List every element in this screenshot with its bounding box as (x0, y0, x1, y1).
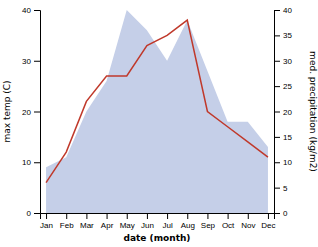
chart: Jan Feb Mar Apr May Jun Jul Aug Sep Oct Nov Dec 0 10 2… (0, 0, 318, 247)
tick-mark (34, 213, 40, 214)
y2-axis: 0 5 10 15 20 25 30 35 40 (274, 6, 292, 218)
tick: 15 (274, 133, 292, 142)
tick: Apr (101, 213, 114, 230)
tick-label: 10 (283, 158, 292, 167)
tick: 30 (274, 57, 292, 66)
tick-label: Nov (241, 221, 255, 230)
axis-line (275, 11, 281, 214)
tick-mark (274, 213, 280, 214)
tick-label: 15 (283, 133, 292, 142)
tick-mark (268, 213, 269, 219)
tick-mark (274, 61, 280, 62)
tick-label: Oct (222, 221, 235, 230)
tick-mark (187, 213, 188, 219)
tick-mark (147, 213, 148, 219)
tick-mark (34, 112, 40, 113)
tick: Feb (60, 213, 74, 230)
tick-label: 35 (283, 31, 292, 40)
tick-label: Sep (201, 221, 216, 230)
tick-label: 0 (283, 209, 288, 218)
tick-label: Dec (261, 221, 275, 230)
tick-mark (66, 213, 67, 219)
tick-mark (248, 213, 249, 219)
tick: Jul (162, 213, 172, 230)
tick-label: May (120, 221, 135, 230)
tick-label: 25 (283, 82, 292, 91)
tick-label: 30 (22, 57, 31, 66)
y-axis: 0 10 20 30 40 (22, 6, 40, 218)
line (46, 20, 268, 182)
tick-label: 40 (22, 6, 31, 15)
plot-area (46, 10, 268, 213)
tick: Nov (241, 213, 255, 230)
axis-line (41, 214, 275, 220)
tick-mark (34, 61, 40, 62)
tick-mark (274, 137, 280, 138)
tick-label: Jul (162, 221, 172, 230)
tick: 40 (274, 6, 292, 15)
tick: 0 (27, 209, 40, 218)
tick-label: 40 (283, 6, 292, 15)
tick-label: 5 (283, 184, 288, 193)
tick: 30 (22, 57, 40, 66)
tick: May (120, 213, 135, 230)
tick-mark (274, 10, 280, 11)
tick: 10 (274, 158, 292, 167)
tick: 0 (274, 209, 288, 218)
tick-mark (274, 86, 280, 87)
tick-label: Jun (141, 221, 154, 230)
tick-mark (86, 213, 87, 219)
axis-line (34, 11, 41, 214)
tick: Jun (141, 213, 154, 230)
y2-axis-title: med. precipitation (kg/m2) (308, 51, 318, 172)
tick-label: 20 (22, 108, 31, 117)
tick: 40 (22, 6, 40, 15)
area (46, 10, 268, 213)
x-axis: Jan Feb Mar Apr May Jun Jul Aug Sep Oct Nov Dec (40, 213, 275, 230)
tick-mark (274, 112, 280, 113)
tick: Dec (261, 213, 275, 230)
tick-label: Aug (181, 221, 195, 230)
tick: 25 (274, 82, 292, 91)
tick: 35 (274, 31, 292, 40)
tick-label: 30 (283, 57, 292, 66)
tick-mark (34, 10, 40, 11)
tick-mark (107, 213, 108, 219)
tick: Oct (222, 213, 235, 230)
tick-label: 0 (27, 209, 32, 218)
tick: Sep (201, 213, 216, 230)
x-axis-title: date (month) (124, 233, 191, 243)
tick: 5 (274, 184, 288, 193)
tick: 20 (22, 108, 40, 117)
tick: Aug (181, 213, 195, 230)
tick-mark (228, 213, 229, 219)
tick-mark (167, 213, 168, 219)
tick-mark (274, 35, 280, 36)
tick-label: Feb (60, 221, 74, 230)
tick-mark (274, 162, 280, 163)
tick-mark (34, 162, 40, 163)
tick: Jan (40, 213, 53, 230)
tick: Mar (80, 213, 94, 230)
tick-mark (127, 213, 128, 219)
tick-label: 20 (283, 108, 292, 117)
tick-label: Jan (40, 221, 53, 230)
tick-mark (207, 213, 208, 219)
tick-mark (274, 188, 280, 189)
tick-label: Apr (101, 221, 114, 230)
y-axis-title: max temp (C) (2, 80, 12, 142)
tick-label: 10 (22, 158, 31, 167)
tick: 20 (274, 108, 292, 117)
tick-label: Mar (80, 221, 94, 230)
tick: 10 (22, 158, 40, 167)
tick-mark (46, 213, 47, 219)
